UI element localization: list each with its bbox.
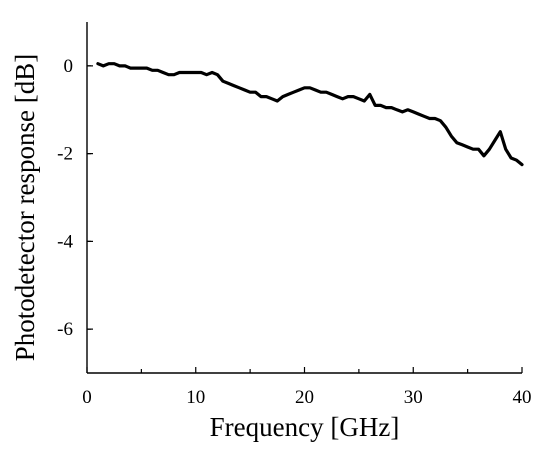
x-tick-label: 40 <box>513 387 532 408</box>
x-axis-title: Frequency [GHz] <box>210 412 400 442</box>
x-tick-label: 20 <box>295 387 314 408</box>
y-tick-label: 0 <box>64 56 74 77</box>
x-tick-label: 10 <box>186 387 205 408</box>
x-tick-label: 30 <box>404 387 423 408</box>
y-tick-label: -2 <box>57 144 73 165</box>
y-tick-label: -6 <box>57 319 73 340</box>
x-tick-label: 0 <box>82 387 92 408</box>
series-group <box>98 64 522 165</box>
y-axis-title: Photodetector response [dB] <box>10 54 40 361</box>
y-tick-label: -4 <box>57 231 73 252</box>
series-line <box>98 64 522 165</box>
